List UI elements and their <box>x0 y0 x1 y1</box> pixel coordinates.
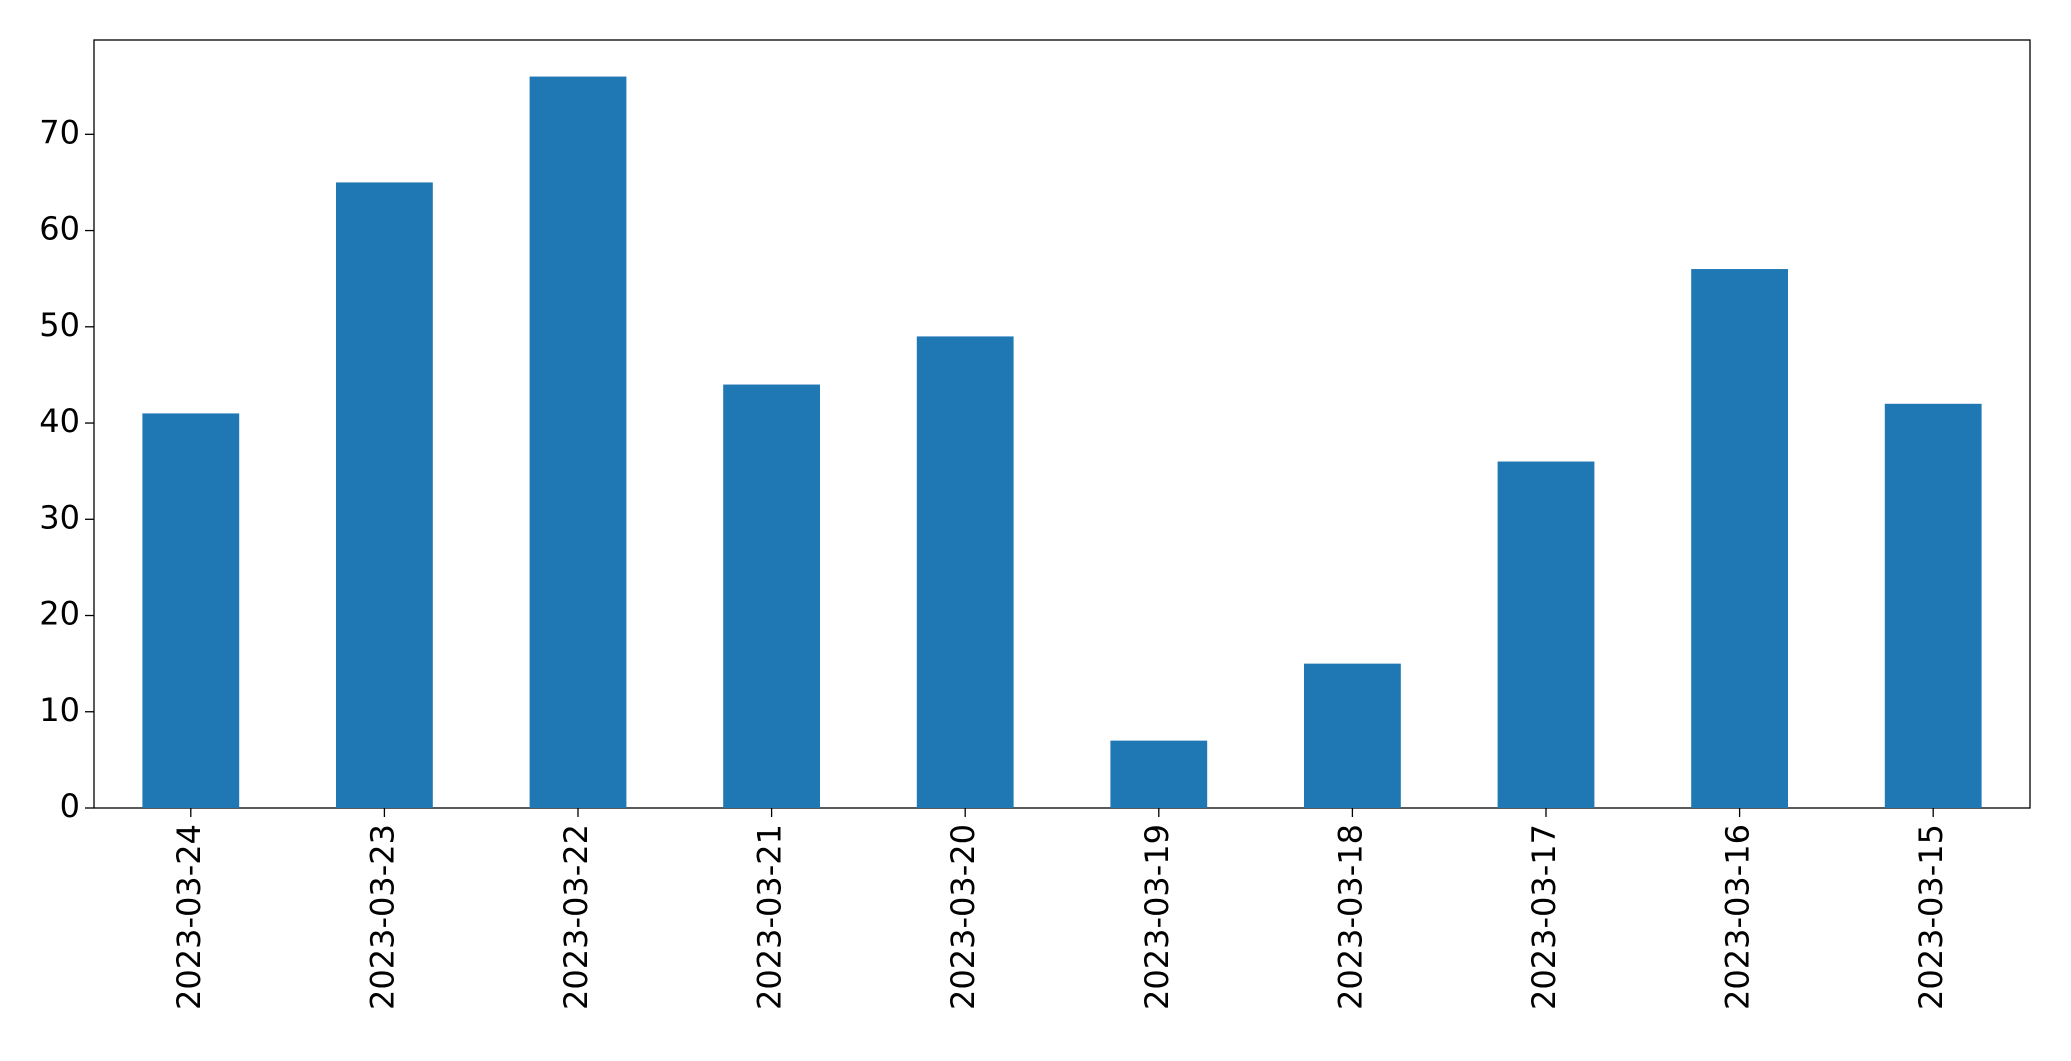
bar <box>1497 461 1595 808</box>
x-tick-label: 2023-03-15 <box>1912 824 1950 1010</box>
y-tick-label: 50 <box>39 306 80 344</box>
y-tick-label: 30 <box>39 498 80 536</box>
x-tick-label: 2023-03-21 <box>751 824 789 1010</box>
x-tick-label: 2023-03-16 <box>1719 824 1757 1010</box>
bar <box>1110 740 1208 808</box>
bar <box>1884 403 1982 808</box>
x-tick-label: 2023-03-24 <box>170 824 208 1010</box>
x-tick-label: 2023-03-19 <box>1138 824 1176 1010</box>
y-tick-label: 40 <box>39 402 80 440</box>
bar <box>142 413 240 808</box>
x-tick-label: 2023-03-23 <box>363 824 401 1010</box>
bar <box>1304 663 1401 808</box>
bar <box>723 384 820 808</box>
x-tick-label: 2023-03-18 <box>1331 824 1369 1010</box>
y-tick-label: 20 <box>39 595 80 633</box>
y-tick-label: 0 <box>60 787 80 825</box>
bar <box>529 76 627 809</box>
x-tick-label: 2023-03-20 <box>944 824 982 1010</box>
x-tick-label: 2023-03-17 <box>1525 824 1563 1010</box>
y-tick-label: 10 <box>39 691 80 729</box>
bar <box>916 336 1014 808</box>
y-tick-label: 60 <box>39 210 80 248</box>
y-tick-label: 70 <box>39 113 80 151</box>
bar <box>336 182 433 808</box>
x-tick-label: 2023-03-22 <box>557 824 595 1010</box>
plot-frame <box>93 39 2031 809</box>
bar <box>1691 269 1788 809</box>
